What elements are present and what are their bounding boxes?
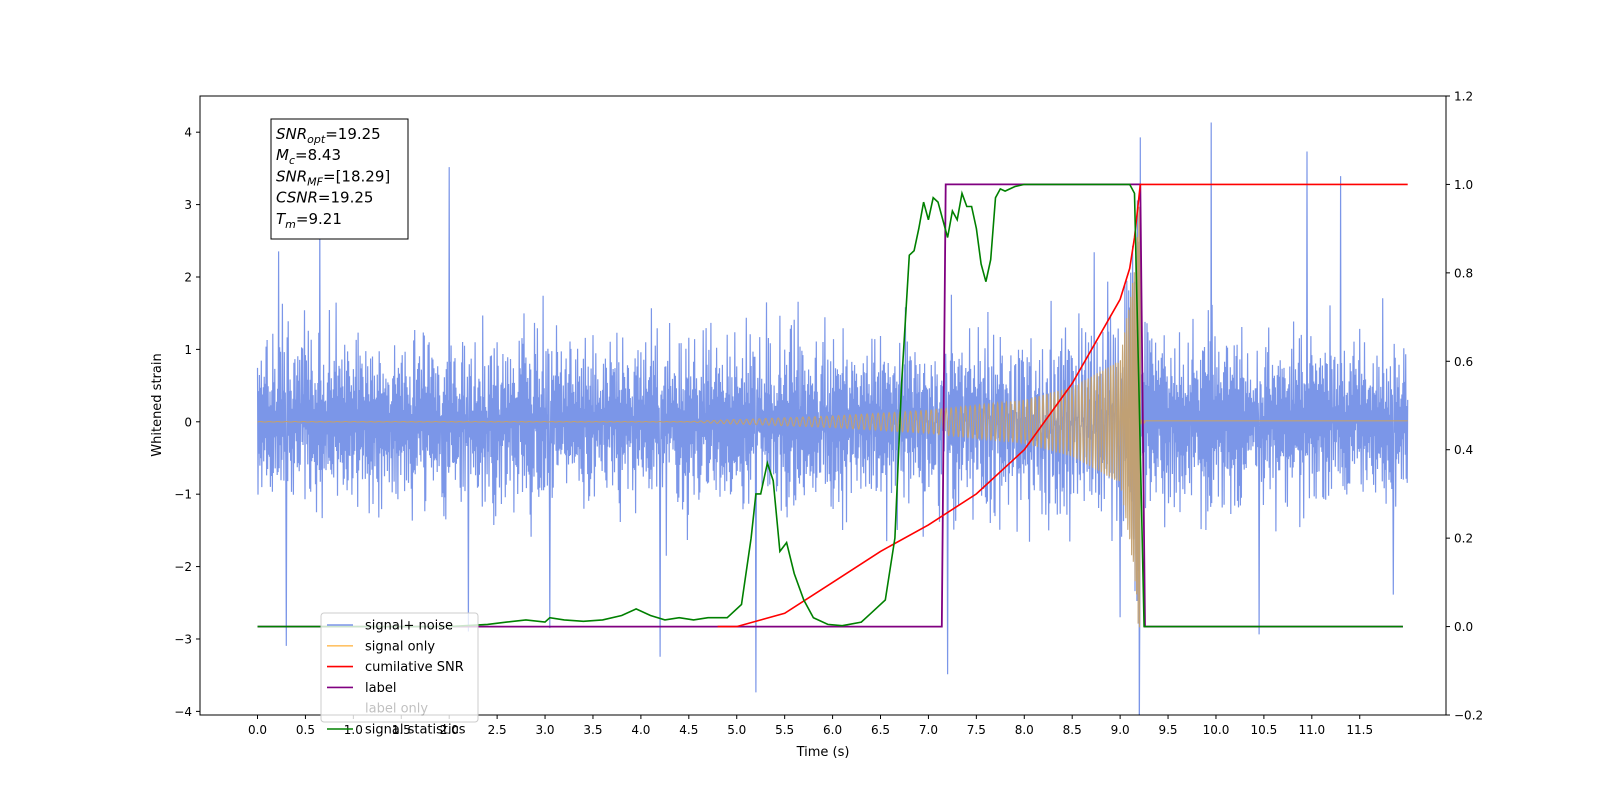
legend: signal+ noise signal only cumilative SNR la… <box>320 612 479 738</box>
x-tick-label: 11.0 <box>1298 723 1325 737</box>
series-signal-noise <box>256 122 1409 715</box>
legend-label: signal+ noise <box>365 619 453 634</box>
x-tick-label: 7.5 <box>967 723 986 737</box>
y-right-tick-label: 0.0 <box>1454 620 1473 634</box>
y-right-tick-label: 0.6 <box>1454 355 1473 369</box>
annotation-line: CSNR=19.25 <box>276 189 373 207</box>
series-cumulative-snr <box>717 183 1408 628</box>
legend-label: signal only <box>365 639 435 654</box>
plot-frame <box>199 95 1447 716</box>
x-tick-label: 3.5 <box>583 723 602 737</box>
x-tick-label: 11.5 <box>1346 723 1373 737</box>
x-tick-label: 8.5 <box>1063 723 1082 737</box>
y-left-tick-label: −3 <box>174 632 192 646</box>
series-signal-only <box>257 187 1408 628</box>
annotation-box: SNRopt=19.25Mc=8.43SNRMF=[18.29]CSNR=19.… <box>270 118 409 240</box>
x-tick-label: 5.0 <box>727 723 746 737</box>
y-left-tick-label: −1 <box>174 488 192 502</box>
x-tick-label: 2.5 <box>488 723 507 737</box>
y-right-tick-label: −0.2 <box>1454 709 1483 723</box>
y-right-tick-label: 0.2 <box>1454 532 1473 546</box>
x-tick-label: 6.5 <box>871 723 890 737</box>
x-axis-label: Time (s) <box>796 745 850 760</box>
x-tick-label: 0.5 <box>296 723 315 737</box>
y-right-tick-label: 0.8 <box>1454 266 1473 280</box>
annotation-frame <box>270 118 409 240</box>
legend-label: label <box>365 681 396 696</box>
x-tick-label: 4.0 <box>631 723 650 737</box>
y-left-tick-label: 4 <box>184 126 192 140</box>
x-tick-label: 9.5 <box>1158 723 1177 737</box>
y-right-tick-label: 1.0 <box>1454 178 1473 192</box>
annotation-line: SNRopt=19.25 <box>276 125 381 146</box>
y-right-tick-label: 1.2 <box>1454 90 1473 104</box>
x-tick-label: 3.0 <box>535 723 554 737</box>
x-tick-label: 7.0 <box>919 723 938 737</box>
annotation-line: Tm=9.21 <box>276 210 342 231</box>
x-tick-label: 9.0 <box>1111 723 1130 737</box>
x-tick-label: 10.5 <box>1251 723 1278 737</box>
y-axis-label: Whitened strain <box>150 353 165 456</box>
x-tick-label: 10.0 <box>1203 723 1230 737</box>
x-tick-label: 6.0 <box>823 723 842 737</box>
legend-label: signal statistics <box>365 723 466 738</box>
y-left-tick-label: 2 <box>184 270 192 284</box>
legend-frame <box>320 612 479 723</box>
legend-label: cumilative SNR <box>365 660 464 675</box>
x-tick-label: 5.5 <box>775 723 794 737</box>
y-right-tick-label: 0.4 <box>1454 443 1473 457</box>
y-left-tick-label: −2 <box>174 560 192 574</box>
annotation-line: SNRMF=[18.29] <box>276 167 390 188</box>
x-tick-label: 2.0 <box>440 723 459 737</box>
x-tick-label: 4.5 <box>679 723 698 737</box>
legend-label: label only <box>365 702 428 717</box>
x-tick-label: 8.0 <box>1015 723 1034 737</box>
y-left-tick-label: 1 <box>184 343 192 357</box>
x-tick-label: 1.0 <box>344 723 363 737</box>
y-left-tick-label: 3 <box>184 198 192 212</box>
annotation-line: Mc=8.43 <box>276 146 341 167</box>
x-tick-label: 0.0 <box>248 723 267 737</box>
x-tick-label: 1.5 <box>392 723 411 737</box>
y-left-tick-label: −4 <box>174 705 192 719</box>
series-signal-statistics <box>257 183 1403 628</box>
y-left-tick-label: 0 <box>184 415 192 429</box>
